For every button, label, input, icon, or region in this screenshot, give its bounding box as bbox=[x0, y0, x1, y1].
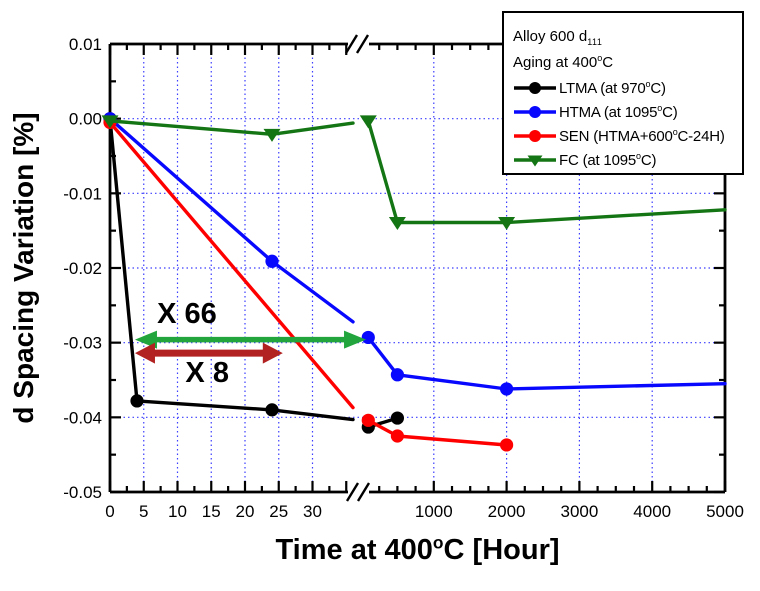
data-point bbox=[263, 128, 281, 142]
annotation-x66-arrow bbox=[134, 330, 367, 349]
x-tick-label: 5 bbox=[139, 502, 148, 521]
arrowhead-left bbox=[134, 330, 157, 349]
y-tick-label: 0.00 bbox=[69, 110, 102, 129]
x-tick-label: 30 bbox=[303, 502, 322, 521]
axis-break-mark bbox=[345, 482, 360, 502]
series-ltma bbox=[103, 112, 404, 434]
annotations: X 66 X 8 bbox=[134, 298, 367, 389]
data-point bbox=[500, 438, 514, 452]
legend-header-alloy: Alloy 600 d111 bbox=[513, 28, 603, 47]
legend-marker bbox=[529, 106, 541, 118]
legend-label-ltma: LTMA (at 970oC) bbox=[559, 78, 666, 97]
data-point bbox=[498, 216, 516, 230]
annotation-x8-label: X 8 bbox=[185, 357, 229, 389]
legend-marker bbox=[529, 82, 541, 94]
data-point bbox=[130, 394, 144, 408]
tick-labels: 0.01 0.00 -0.01 -0.02 -0.03 -0.04 -0.050 5 10 15 2… bbox=[63, 35, 744, 521]
x-tick-label: 15 bbox=[202, 502, 221, 521]
data-point bbox=[390, 411, 404, 425]
data-point bbox=[390, 429, 404, 443]
series-line bbox=[366, 335, 727, 391]
data-point bbox=[265, 403, 279, 417]
legend-swatch-sen bbox=[514, 130, 556, 142]
y-tick-label: -0.04 bbox=[63, 408, 102, 427]
data-point bbox=[361, 330, 375, 345]
legend-swatch-fc bbox=[514, 155, 556, 167]
arrowhead-left bbox=[134, 342, 155, 364]
y-axis-title: d Spacing Variation [%] bbox=[8, 112, 39, 424]
series-line bbox=[366, 418, 509, 447]
annotation-x8-arrow bbox=[134, 342, 283, 364]
legend-item-ltma: LTMA (at 970oC) bbox=[513, 76, 742, 100]
gridlines bbox=[110, 44, 725, 492]
series-fc bbox=[101, 115, 727, 230]
series-line bbox=[366, 119, 727, 225]
series-line bbox=[108, 119, 355, 137]
data-point bbox=[359, 115, 377, 129]
series-line bbox=[108, 116, 355, 324]
legend-marker bbox=[529, 130, 541, 142]
x-tick-label: 3000 bbox=[560, 502, 598, 521]
series-line bbox=[108, 120, 355, 410]
axis-break-mark bbox=[355, 34, 370, 54]
arrowhead-right bbox=[262, 342, 283, 364]
y-tick-label: -0.05 bbox=[63, 483, 102, 502]
arrowhead-right bbox=[344, 330, 367, 349]
axis-break-mark bbox=[356, 482, 371, 502]
legend-swatch-ltma bbox=[514, 82, 556, 94]
legend-header-aging: Aging at 400oC bbox=[513, 53, 614, 72]
x-tick-label: 4000 bbox=[633, 502, 671, 521]
data-point bbox=[101, 115, 119, 129]
x-tick-label: 20 bbox=[236, 502, 255, 521]
legend-item-htma: HTMA (at 1095oC) bbox=[513, 100, 742, 124]
legend-label-fc: FC (at 1095oC) bbox=[559, 150, 657, 169]
series-line bbox=[108, 116, 355, 422]
axis-break-mark bbox=[344, 34, 359, 54]
legend-item-fc: FC (at 1095oC) bbox=[513, 148, 742, 172]
legend-swatch-htma bbox=[514, 106, 556, 118]
x-tick-label: 25 bbox=[269, 502, 288, 521]
x-tick-label: 5000 bbox=[706, 502, 744, 521]
x-tick-label: 10 bbox=[168, 502, 187, 521]
x-tick-label: 0 bbox=[105, 502, 114, 521]
legend-label-sen: SEN (HTMA+600oC-24H) bbox=[559, 126, 725, 145]
x-axis-title: Time at 400oC [Hour] bbox=[275, 532, 560, 566]
data-point bbox=[265, 254, 279, 268]
data-point bbox=[361, 413, 375, 427]
x-tick-label: 2000 bbox=[488, 502, 526, 521]
y-tick-label: -0.03 bbox=[63, 334, 102, 353]
x-tick-label: 1000 bbox=[415, 502, 453, 521]
legend-item-sen: SEN (HTMA+600oC-24H) bbox=[513, 124, 742, 148]
annotation-x66-label: X 66 bbox=[157, 298, 217, 330]
series-sen bbox=[103, 115, 514, 452]
data-point bbox=[388, 216, 406, 230]
y-tick-label: 0.01 bbox=[69, 35, 102, 54]
data-point bbox=[390, 368, 404, 382]
legend-box: Alloy 600 d111 Aging at 400oC LTMA (at 970… bbox=[502, 11, 744, 175]
y-tick-label: -0.02 bbox=[63, 259, 102, 278]
legend-marker bbox=[527, 155, 543, 167]
data-point bbox=[500, 382, 514, 396]
y-tick-label: -0.01 bbox=[63, 184, 102, 203]
legend-label-htma: HTMA (at 1095oC) bbox=[559, 102, 678, 121]
